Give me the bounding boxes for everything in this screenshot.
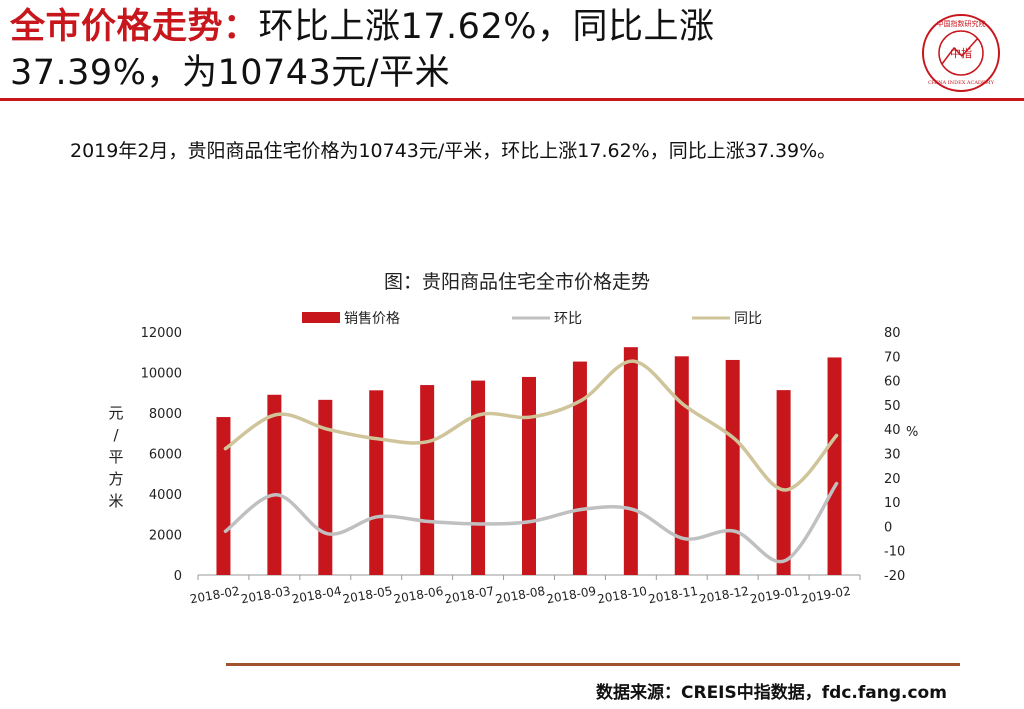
x-tick-label: 2019-01 [749,584,801,606]
y-right-tick-label: -10 [884,545,905,560]
title-line1: 环比上涨17.62%，同比上涨 [258,7,715,47]
title-line2: 37.39%，为10743元/平米 [10,53,451,93]
price-bar [267,394,282,575]
price-bar [623,347,638,575]
x-tick-label: 2018-05 [342,584,394,606]
x-tick-label: 2018-06 [393,584,445,606]
x-tick-label: 2018-09 [545,584,597,606]
y-right-tick-label: 80 [884,326,901,341]
y-right-tick-label: 40 [884,423,901,438]
legend-label: 同比 [734,311,762,327]
x-tick-label: 2018-10 [596,584,648,606]
page-title: 全市价格走势：环比上涨17.62%，同比上涨 37.39%，为10743元/平米 [10,4,910,96]
legend-swatch-bar [302,312,340,323]
mom-line [223,481,839,564]
x-tick-label: 2018-11 [647,584,699,606]
y-right-tick-label: 30 [884,448,901,463]
price-bar [420,385,435,575]
y-right-tick-label: 60 [884,375,901,390]
chart-title: 图：贵阳商品住宅全市价格走势 [384,271,650,293]
y-right-tick-label: 10 [884,496,901,511]
logo-ring-text: 中国指数研究院 [937,19,986,28]
price-bar [776,390,791,575]
price-bar [471,380,486,575]
price-bar [827,357,842,575]
price-bar [369,390,384,575]
price-bar [216,417,231,575]
x-tick-label: 2018-08 [494,584,546,606]
legend-label: 销售价格 [344,311,400,327]
y-left-tick-label: 0 [174,569,182,584]
y-right-tick-label: 70 [884,350,901,365]
y-left-tick-label: 10000 [141,367,182,382]
y-right-tick-label: 50 [884,399,901,414]
data-source: 数据来源：CREIS中指数据，fdc.fang.com [596,683,947,703]
y-left-axis-label-char: / [113,426,119,444]
title-divider [0,98,1024,101]
x-tick-label: 2018-07 [443,584,495,606]
x-tick-label: 2018-03 [240,584,292,606]
y-left-axis-label-char: 方 [108,470,123,488]
bar-series [216,347,842,575]
x-tick-label: 2018-02 [189,584,241,606]
y-right-tick-label: 20 [884,472,901,487]
y-right-tick-label: 0 [884,520,892,535]
y-left-tick-label: 8000 [149,407,182,422]
logo-en-text: CHINA INDEX ACADEMY [928,80,995,86]
y-left-tick-label: 4000 [149,488,182,503]
price-trend-chart: 图：贵阳商品住宅全市价格走势 销售价格 环比 同比 2018-02 2018-03 20… [108,271,918,606]
y-left-tick-label: 12000 [141,326,182,341]
logo-center-text: 中指 [950,46,972,60]
y-left-tick-label: 6000 [149,448,182,463]
y-left-axis-label-char: 平 [108,448,123,466]
chart-legend: 销售价格 环比 同比 [302,311,762,327]
footer-divider [226,663,960,666]
title-highlight: 全市价格走势： [10,7,259,47]
price-bar [572,361,587,575]
price-bar [725,359,740,575]
x-tick-label: 2019-02 [800,584,852,606]
x-tick-label: 2018-12 [698,584,750,606]
line-series [223,359,839,564]
price-bar [522,376,536,575]
y-right-tick-label: -20 [884,569,905,584]
summary-text: 2019年2月，贵阳商品住宅价格为10743元/平米，环比上涨17.62%，同比… [70,140,837,162]
y-left-axis-label-char: 元 [108,404,123,422]
yoy-line [223,359,839,492]
y-left-tick-label: 2000 [149,529,182,544]
x-tick-label: 2018-04 [291,584,343,606]
y-left-axis-label-char: 米 [108,492,123,510]
y-right-axis-label: % [906,425,918,440]
legend-label: 环比 [554,311,582,327]
china-index-academy-seal-icon: 中指 中国指数研究院 CHINA INDEX ACADEMY [922,14,1000,92]
price-bar [674,356,689,575]
